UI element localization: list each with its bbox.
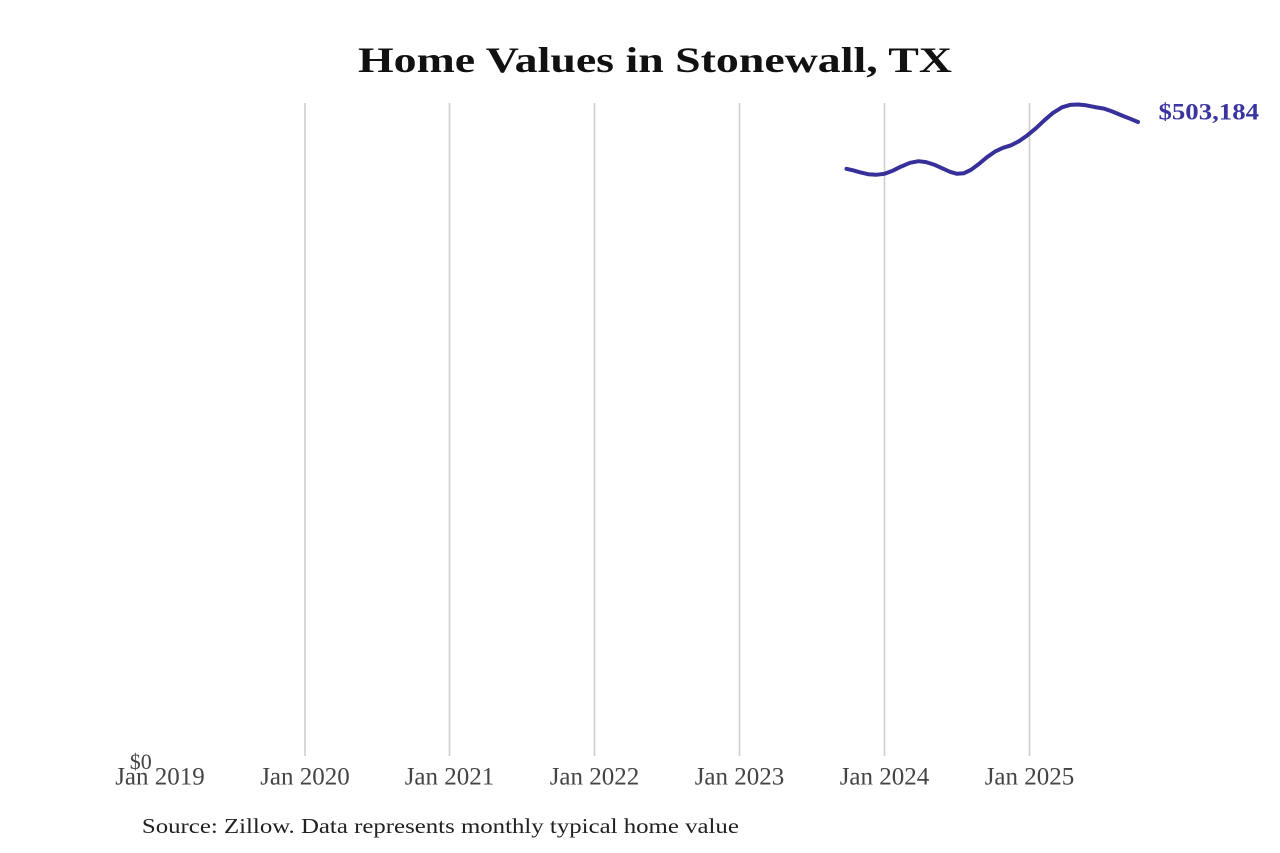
svg-text:Jan 2025: Jan 2025 [985, 764, 1075, 791]
svg-text:Jan 2022: Jan 2022 [550, 764, 640, 791]
svg-text:$503,184: $503,184 [1159, 100, 1260, 125]
svg-text:Jan 2020: Jan 2020 [260, 764, 350, 791]
svg-text:$0: $0 [130, 749, 152, 774]
svg-text:Jan 2023: Jan 2023 [695, 764, 785, 791]
svg-text:Jan 2019: Jan 2019 [115, 764, 205, 791]
svg-text:Source: Zillow. Data represent: Source: Zillow. Data represents monthly … [142, 814, 739, 838]
svg-text:Home Values in Stonewall, TX: Home Values in Stonewall, TX [358, 40, 952, 80]
svg-text:Jan 2024: Jan 2024 [840, 764, 930, 791]
svg-text:Jan 2021: Jan 2021 [405, 764, 495, 791]
